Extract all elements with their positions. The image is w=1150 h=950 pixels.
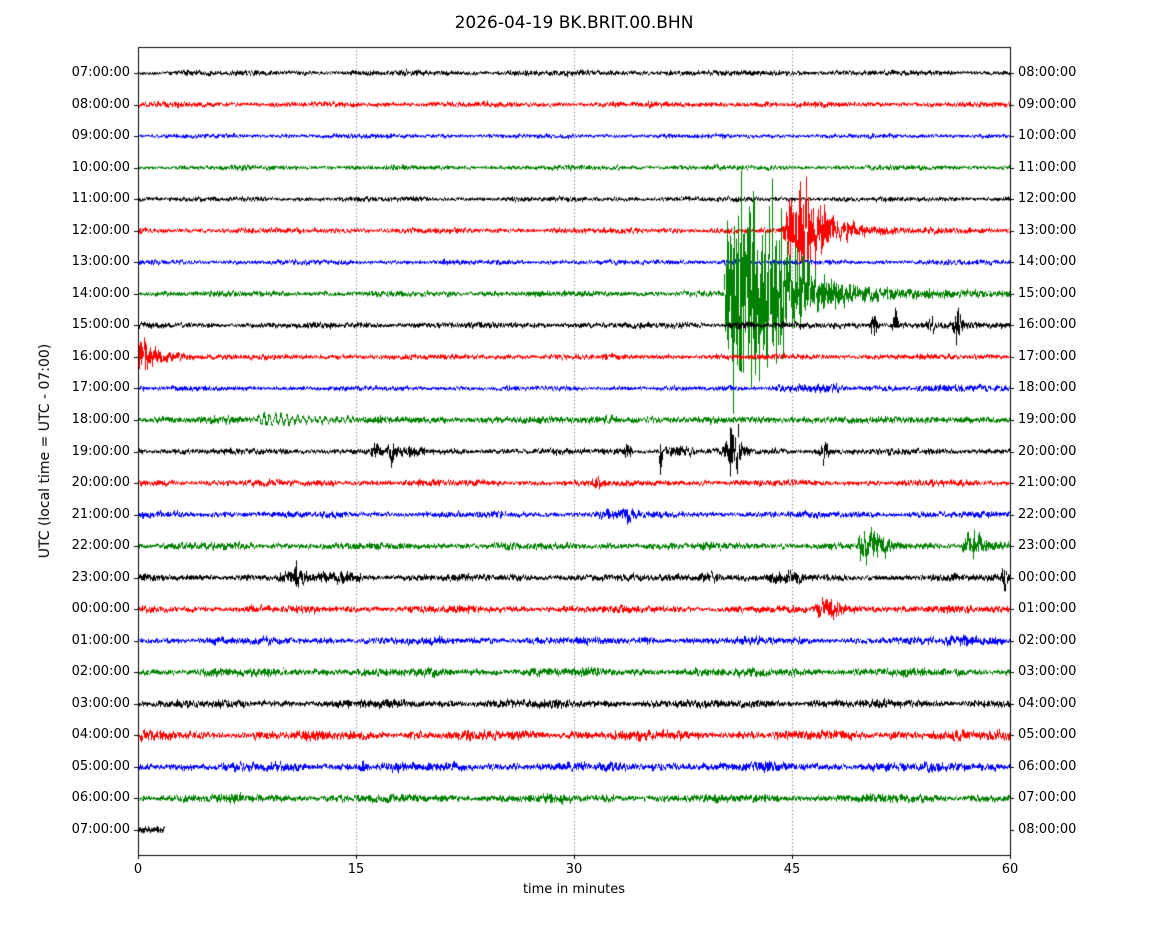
left-time-label: 22:00:00 [71,538,130,554]
left-time-label: 02:00:00 [71,664,130,680]
right-time-label: 16:00:00 [1018,317,1077,333]
right-time-label: 10:00:00 [1018,128,1077,144]
right-time-label: 02:00:00 [1018,632,1077,648]
left-time-label: 01:00:00 [71,632,130,648]
x-tick-label: 15 [347,862,365,877]
right-time-label: 15:00:00 [1018,285,1077,301]
x-tick-label: 60 [1001,862,1019,877]
left-time-label: 03:00:00 [71,695,130,711]
left-time-label: 21:00:00 [71,506,130,522]
left-time-label: 07:00:00 [71,65,130,80]
right-time-label: 04:00:00 [1018,695,1077,711]
left-time-label: 04:00:00 [71,727,130,743]
left-time-label: 00:00:00 [71,601,130,617]
left-time-label: 20:00:00 [71,475,130,491]
x-tick-label: 30 [565,862,583,877]
right-time-label: 03:00:00 [1018,664,1077,680]
right-time-label: 17:00:00 [1018,348,1077,364]
right-time-label: 13:00:00 [1018,222,1077,238]
right-time-label: 05:00:00 [1018,727,1077,743]
x-tick-label: 0 [133,862,143,877]
right-time-label: 12:00:00 [1018,191,1077,207]
right-time-label: 21:00:00 [1018,475,1077,491]
left-time-label: 23:00:00 [71,569,130,585]
right-time-label: 19:00:00 [1018,411,1077,427]
left-time-label: 05:00:00 [71,758,130,774]
left-time-label: 14:00:00 [71,285,130,301]
right-time-label: 06:00:00 [1018,758,1077,774]
right-time-label: 09:00:00 [1018,96,1077,112]
right-time-label: 08:00:00 [1018,65,1077,80]
left-time-label: 06:00:00 [71,790,130,806]
left-time-label: 07:00:00 [71,822,130,837]
left-time-label: 19:00:00 [71,443,130,459]
right-time-label: 01:00:00 [1018,601,1077,617]
right-time-label: 20:00:00 [1018,443,1077,459]
left-time-label: 13:00:00 [71,254,130,270]
chart-title: 2026-04-19 BK.BRIT.00.BHN [454,13,694,33]
left-time-label: 17:00:00 [71,380,130,396]
right-time-label: 14:00:00 [1018,254,1077,270]
right-time-label: 08:00:00 [1018,822,1077,837]
left-time-label: 16:00:00 [71,348,130,364]
x-tick-label: 45 [783,862,801,877]
left-time-label: 15:00:00 [71,317,130,333]
right-time-label: 00:00:00 [1018,569,1077,585]
right-time-label: 18:00:00 [1018,380,1077,396]
left-time-label: 09:00:00 [71,128,130,144]
left-time-label: 10:00:00 [71,159,130,175]
left-time-label: 08:00:00 [71,96,130,112]
left-time-label: 18:00:00 [71,411,130,427]
right-time-label: 07:00:00 [1018,790,1077,806]
x-axis-label: time in minutes [522,882,626,897]
left-time-label: 12:00:00 [71,222,130,238]
right-time-label: 11:00:00 [1018,159,1077,175]
right-time-label: 22:00:00 [1018,506,1077,522]
right-time-label: 23:00:00 [1018,538,1077,554]
left-time-label: 11:00:00 [71,191,130,207]
